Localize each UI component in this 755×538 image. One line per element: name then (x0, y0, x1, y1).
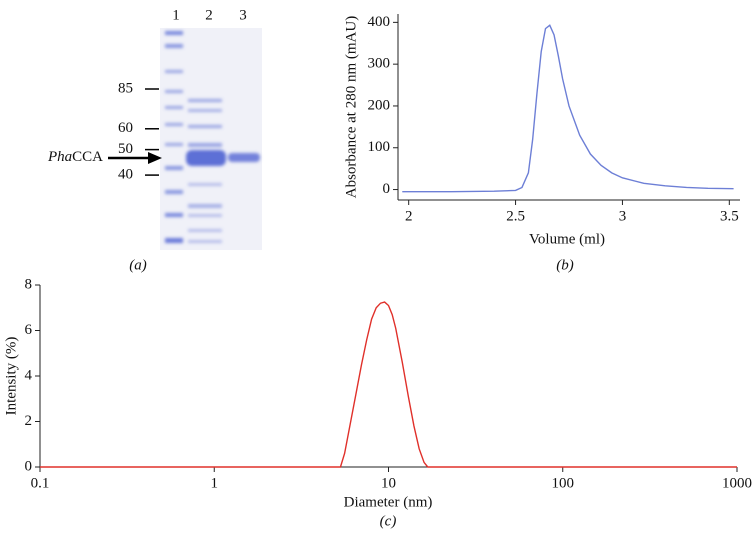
y-tick-label: 200 (368, 97, 391, 113)
x-tick-label: 0.1 (31, 475, 50, 491)
panel-caption: (a) (129, 257, 147, 273)
arrow-label-rest: CCA (72, 149, 103, 165)
x-tick-label: 3 (619, 208, 627, 224)
y-tick-label: 4 (25, 367, 33, 383)
lane-label: 1 (172, 7, 180, 23)
y-tick-label: 2 (25, 413, 33, 429)
marker-label: 40 (118, 167, 133, 183)
panel-caption: (b) (556, 257, 574, 273)
x-axis-title: Diameter (nm) (344, 494, 433, 510)
y-tick-label: 8 (25, 276, 33, 292)
lane-label: 3 (239, 7, 247, 23)
x-tick-label: 2.5 (506, 208, 525, 224)
y-tick-label: 6 (25, 322, 33, 338)
gel-image (108, 28, 262, 250)
panel-caption: (c) (380, 513, 397, 529)
marker-label: 50 (118, 141, 133, 157)
y-tick-label: 100 (368, 139, 391, 155)
arrow-label: PhaCCA (47, 149, 103, 165)
x-tick-label: 10 (381, 475, 396, 491)
y-tick-label: 300 (368, 56, 391, 72)
x-tick-label: 1000 (722, 475, 752, 491)
y-tick-label: 400 (368, 14, 391, 30)
marker-label: 60 (118, 120, 133, 136)
y-axis-title: Intensity (%) (3, 337, 19, 416)
y-axis-title: Absorbance at 280 nm (mAU) (343, 16, 359, 198)
data-line (40, 301, 737, 468)
x-tick-label: 1 (211, 475, 219, 491)
lane-label: 2 (205, 7, 213, 23)
y-tick-label: 0 (25, 458, 33, 474)
arrow-label-italic: Pha (47, 149, 72, 165)
x-tick-label: 2 (405, 208, 413, 224)
x-tick-label: 100 (552, 475, 575, 491)
marker-label: 85 (118, 80, 133, 96)
x-tick-label: 3.5 (720, 208, 739, 224)
data-line (402, 24, 734, 193)
x-axis-title: Volume (ml) (529, 231, 605, 247)
y-tick-label: 0 (383, 181, 391, 197)
